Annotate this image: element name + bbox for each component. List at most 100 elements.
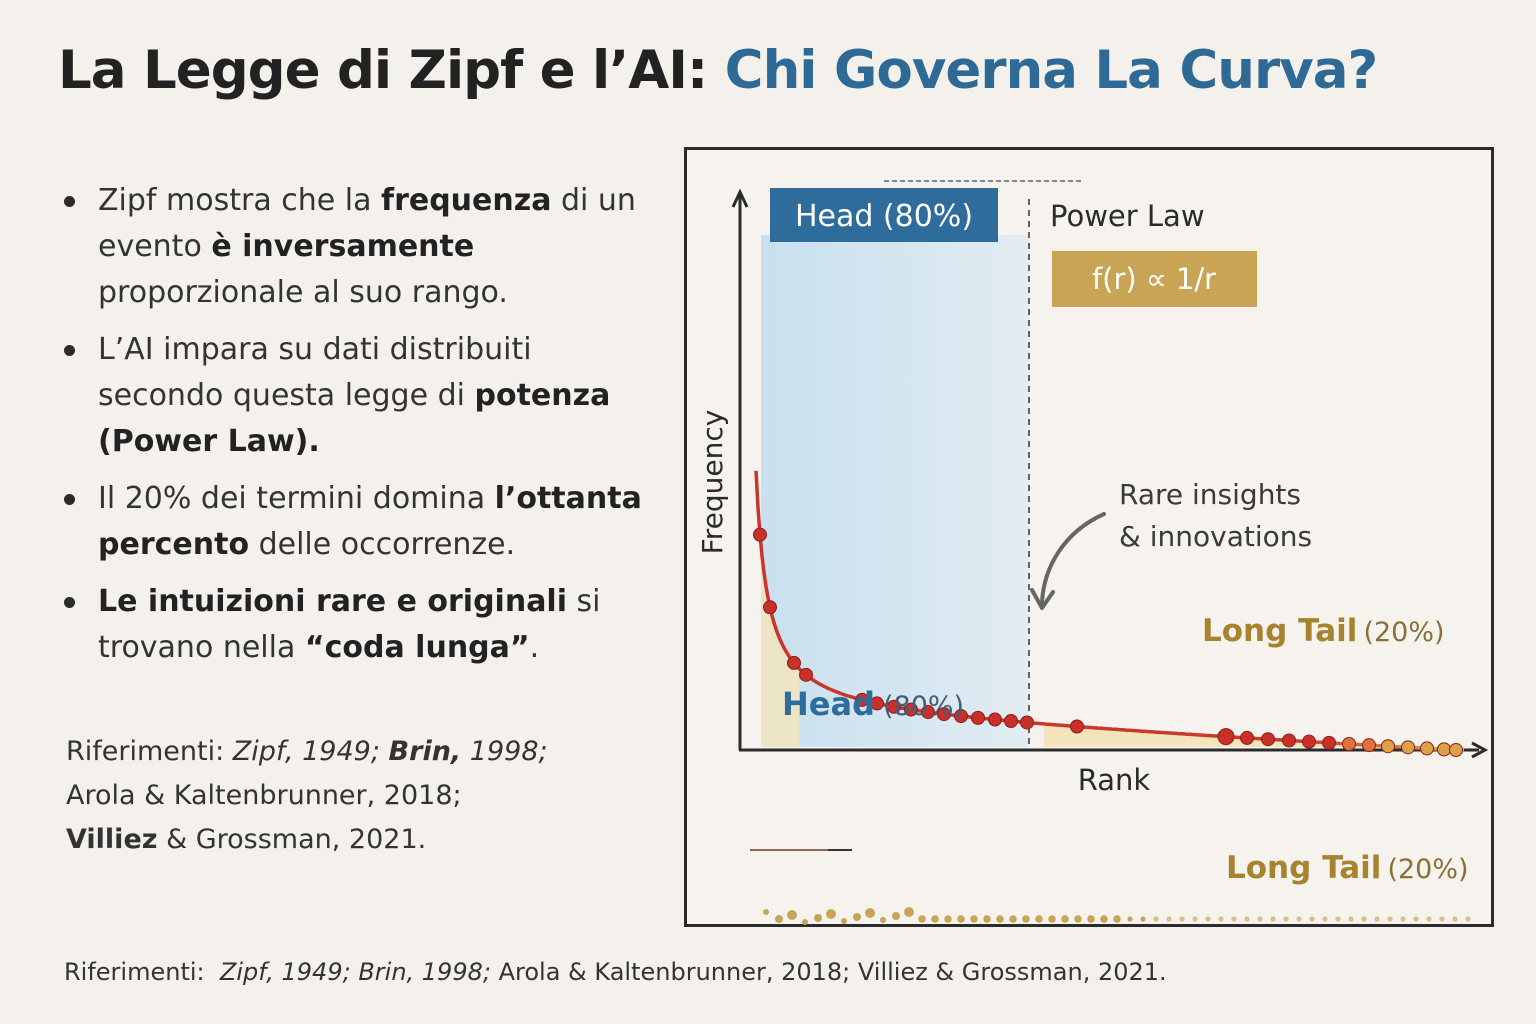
- tail-dot: [1335, 916, 1341, 922]
- tail-dot: [1061, 915, 1069, 923]
- curve-point: [904, 702, 918, 717]
- head-under-curve: [761, 545, 799, 747]
- long-tail-label: Long Tail (20%): [1202, 613, 1445, 649]
- curve-point: [937, 707, 951, 722]
- tail-dot: [1465, 916, 1471, 922]
- tail-dot: [1387, 916, 1393, 922]
- tail-dot: [892, 912, 900, 920]
- y-axis-label: Frequency: [696, 410, 729, 555]
- tail-dot: [853, 913, 861, 921]
- curve-point: [1342, 736, 1356, 751]
- tail-dot: [1296, 916, 1302, 922]
- tail-dot: [1322, 916, 1328, 922]
- tail-dot: [1009, 915, 1017, 923]
- curve-point: [887, 699, 901, 714]
- tail-dot: [1140, 916, 1146, 922]
- tail-dot: [1426, 916, 1432, 922]
- curve-point: [855, 692, 869, 707]
- tail-dot: [1179, 916, 1185, 922]
- curve-point: [870, 696, 884, 711]
- references-block: Riferimenti: Zipf, 1949; Brin, 1998; Aro…: [66, 730, 548, 862]
- tail-dot: [880, 917, 886, 923]
- references-footer: Riferimenti: Zipf, 1949; Brin, 1998; Aro…: [64, 958, 1167, 986]
- tail-dot: [1309, 916, 1315, 922]
- tail-dot: [787, 910, 797, 920]
- tail-dot: [1452, 916, 1458, 922]
- curve-point: [1020, 715, 1034, 730]
- tail-dot: [1022, 915, 1030, 923]
- tail-dot: [775, 915, 783, 923]
- tail-dot: [970, 915, 978, 923]
- x-axis-label: Rank: [1078, 763, 1151, 797]
- page-title: La Legge di Zipf e l’AI: Chi Governa La …: [58, 40, 1379, 101]
- curve-point: [1217, 728, 1235, 746]
- tail-dot: [1035, 915, 1043, 923]
- tail-dot: [814, 914, 822, 922]
- references-line-2: Arola & Kaltenbrunner, 2018;: [66, 780, 462, 811]
- tail-dot: [1048, 915, 1056, 923]
- tail-dot: [826, 909, 836, 919]
- annotation-arrowhead: [1030, 588, 1055, 610]
- references-line-1: Riferimenti: Zipf, 1949; Brin, 1998;: [66, 736, 548, 767]
- tail-dot: [1244, 916, 1250, 922]
- tail-dot: [1087, 915, 1095, 923]
- tail-dot: [1218, 916, 1224, 922]
- tail-dot: [1348, 916, 1354, 922]
- tail-dot: [841, 918, 847, 924]
- tail-dot: [1374, 916, 1380, 922]
- curve-point: [1401, 740, 1415, 755]
- tail-dot: [1413, 916, 1419, 922]
- tail-dots-strip: [763, 907, 1471, 925]
- curve-point: [954, 709, 968, 724]
- curve-point: [787, 655, 801, 670]
- tail-dot: [1100, 915, 1108, 923]
- head-area-label: Head (80%): [782, 685, 964, 723]
- curve-point: [1004, 714, 1018, 729]
- curve-point: [921, 705, 935, 720]
- curve-point: [1362, 738, 1376, 753]
- tail-dot: [931, 915, 939, 923]
- tail-dot: [1074, 915, 1082, 923]
- zipf-chart: Head (80%) Power Law f(r) ∝ 1/r Frequenc…: [696, 180, 1489, 925]
- annotation-line-2: & innovations: [1119, 520, 1312, 553]
- bullet-list: Zipf mostra che la frequenza di un event…: [62, 178, 662, 682]
- title-accent: Chi Governa La Curva?: [724, 40, 1379, 101]
- curve-point: [753, 527, 767, 542]
- tail-dot: [1192, 916, 1198, 922]
- tail-dot: [904, 907, 914, 917]
- tail-dot: [763, 909, 769, 915]
- power-law-label: Power Law: [1050, 199, 1205, 233]
- head-label-text: Head (80%): [795, 199, 973, 234]
- formula-box: [1052, 251, 1257, 307]
- tail-dot: [1257, 916, 1263, 922]
- tail-dot: [865, 908, 875, 918]
- curve-point: [1322, 735, 1336, 750]
- curve-point: [1437, 742, 1451, 757]
- x-axis-arrow: [1471, 741, 1489, 759]
- tail-dot: [996, 915, 1004, 923]
- bullet-item-3: Il 20% dei termini domina l’ottanta perc…: [62, 476, 662, 568]
- curve-point: [1449, 743, 1463, 758]
- annotation-arrow: [1040, 512, 1106, 604]
- tail-dot: [983, 915, 991, 923]
- tail-dot: [1231, 916, 1237, 922]
- tail-dot: [1113, 915, 1121, 923]
- long-tail-label-bottom: Long Tail (20%): [1226, 850, 1469, 886]
- tail-dot: [1361, 916, 1367, 922]
- bullet-item-1: Zipf mostra che la frequenza di un event…: [62, 178, 662, 316]
- curve-point: [799, 667, 813, 682]
- tail-dot: [1166, 916, 1172, 922]
- tail-dot: [1153, 916, 1159, 922]
- tail-dot: [1400, 916, 1406, 922]
- references-line-3: Villiez & Grossman, 2021.: [66, 824, 427, 855]
- long-tail-region: [1044, 723, 1464, 751]
- head-label-box: [770, 188, 998, 242]
- curve-point: [1381, 739, 1395, 754]
- bullet-item-4: Le intuizioni rare e originali si trovan…: [62, 579, 662, 671]
- tail-dot: [1439, 916, 1445, 922]
- tail-dot: [957, 915, 965, 923]
- y-axis-arrow: [731, 188, 749, 208]
- tail-dot: [802, 919, 808, 925]
- curve-point: [763, 600, 777, 615]
- head-region: [761, 235, 1029, 747]
